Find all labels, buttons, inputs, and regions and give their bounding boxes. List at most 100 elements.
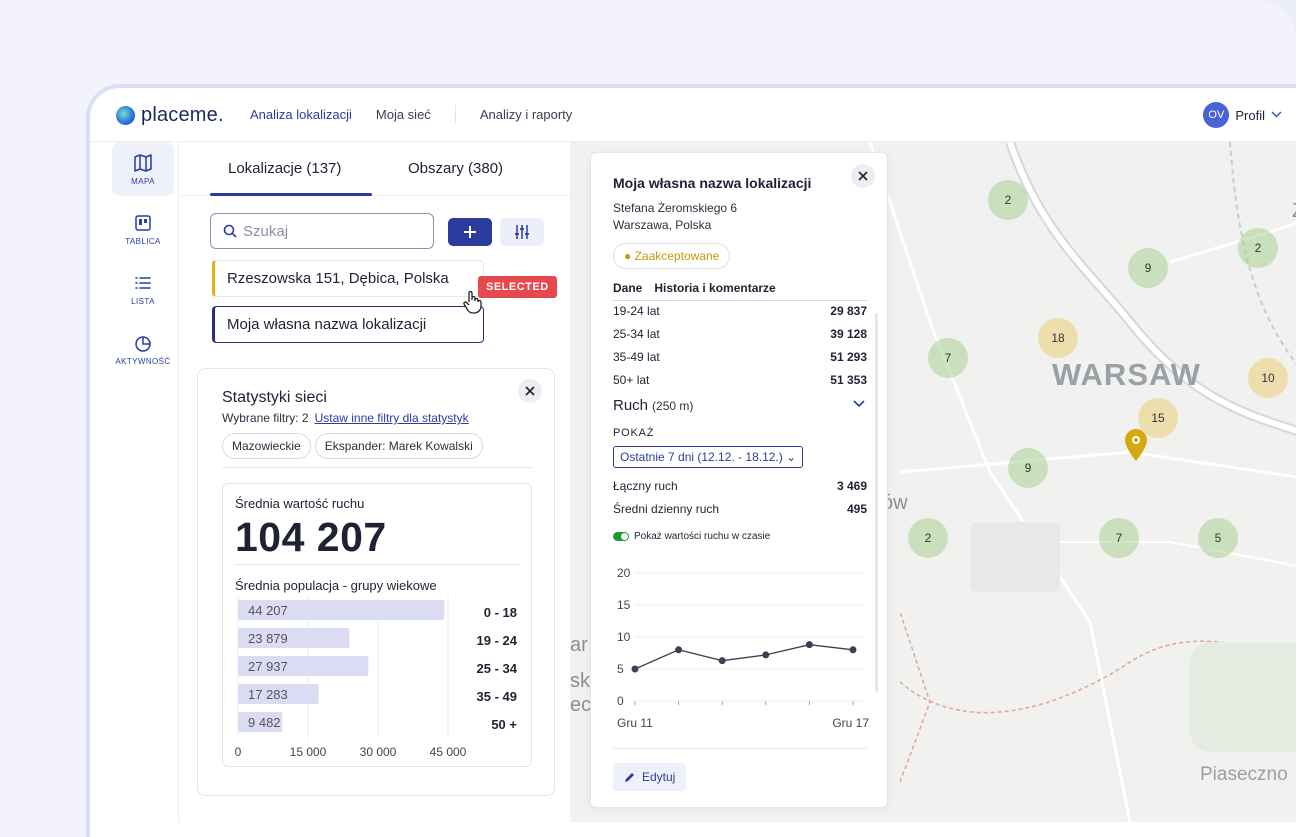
close-stats-button[interactable] [518,379,542,403]
location-item[interactable]: Moja własna nazwa lokalizacji [212,306,484,343]
logo[interactable]: placeme. [116,104,224,127]
traffic-series-line [634,644,854,670]
locations-panel: Lokalizacje (137) Obszary (380) Szukaj R… [180,142,570,822]
close-icon [525,386,535,396]
bar-value-label: 17 283 [248,687,288,702]
row-value: 3 469 [836,478,867,493]
toggle-switch[interactable] [613,532,629,541]
row-label: Łączny ruch [613,478,678,493]
rail-item-aktywnosc[interactable]: AKTYWNOŚĆ [112,322,174,376]
map-cluster[interactable]: 2 [908,518,948,558]
cluster-count: 15 [1151,411,1165,425]
bar-value-label: 44 207 [248,603,288,618]
map-pin-icon[interactable] [1124,428,1148,467]
age-row: 35-49 lat 51 293 [613,345,867,368]
edit-button[interactable]: Edytuj [613,763,687,791]
pencil-icon [625,773,634,782]
age-population-chart: 0 15 000 30 000 45 000 44 207 0 - 18 23 879 19 … [235,596,518,759]
y-tick-label: 0 [617,694,624,708]
category-label: 35 - 49 [477,689,517,704]
rail-item-lista[interactable]: LISTA [112,262,174,316]
left-rail: MAPA TABLICA LISTA AKTYWNOŚĆ [90,142,179,822]
age-row: 25-34 lat 39 128 [613,322,867,345]
x-tick-label: 0 [235,745,242,759]
map-cluster[interactable]: 2 [988,180,1028,220]
address-line: Stefana Żeromskiego 6 [613,201,738,215]
nav-moja-siec[interactable]: Moja sieć [375,107,431,122]
profile-menu[interactable]: OV Profil [1203,102,1282,128]
search-placeholder: Szukaj [243,222,289,240]
age-rows: 19-24 lat 29 837 25-34 lat 39 128 35-49 la… [613,299,867,391]
category-label: 0 - 18 [484,605,517,620]
show-label: POKAŻ [613,427,655,439]
filter-chip[interactable]: Ekspander: Marek Kowalski [314,433,483,459]
activity-icon [135,335,151,352]
tab-underline [210,193,372,196]
traffic-row: Średni dzienny ruch 495 [613,497,867,520]
row-label: 50+ lat [613,372,650,387]
period-value: Ostatnie 7 dni (12.12. - 18.12.) [620,450,783,464]
tab-obszary[interactable]: Obszary (380) [408,160,504,177]
rail-item-tablica[interactable]: TABLICA [112,202,174,256]
traffic-over-time-toggle[interactable]: Pokaż wartości ruchu w czasie [613,531,770,542]
nav-analiza-lokalizacji[interactable]: Analiza lokalizacji [250,107,352,122]
rail-label: LISTA [131,296,155,306]
map-town-label: ec [570,694,592,716]
bar-value-label: 27 937 [248,659,288,674]
close-detail-button[interactable] [851,164,875,188]
tab-historia[interactable]: Historia i komentarze [654,281,776,295]
map-city-label: WARSAW [1052,357,1201,392]
cluster-count: 18 [1051,331,1065,345]
cluster-count: 7 [1115,531,1123,545]
category-label: 50 + [491,717,517,732]
nav-analizy-i-raporty[interactable]: Analizy i raporty [479,107,573,122]
logo-text: placeme. [141,104,224,126]
map-cluster[interactable]: 7 [928,338,968,378]
row-value: 51 293 [830,349,867,364]
filter-button[interactable] [500,218,544,246]
map-cluster[interactable]: 18 [1038,318,1078,358]
population-label: Średnia populacja - grupy wiekowe [235,578,437,593]
map-cluster[interactable]: 2 [1238,228,1278,268]
traffic-section-title[interactable]: Ruch (250 m) [613,397,693,414]
data-point [805,641,813,649]
chevron-down-icon[interactable] [853,397,865,411]
x-tick-label: Gru 11 [617,716,653,730]
close-icon [858,171,868,181]
age-row: 19-24 lat 29 837 [613,299,867,322]
avatar: OV [1203,102,1230,128]
map-cluster[interactable]: 15 [1138,398,1178,438]
plus-icon [464,226,476,238]
sliders-icon [515,225,529,239]
search-input[interactable]: Szukaj [210,213,434,249]
y-tick-label: 20 [617,566,631,580]
category-label: 19 - 24 [477,633,518,648]
app-window: placeme. Analiza lokalizacji Moja sieć A… [86,84,1296,837]
row-label: 19-24 lat [613,303,660,318]
add-location-button[interactable] [448,218,492,246]
rail-item-mapa[interactable]: MAPA [112,142,174,196]
scrollbar[interactable] [875,313,878,693]
filter-chip[interactable]: Mazowieckie [222,433,311,459]
location-detail-panel: Moja własna nazwa lokalizacji Stefana Że… [590,152,888,808]
map-town-label: Zą [1292,200,1296,223]
set-filters-link[interactable]: Ustaw inne filtry dla statystyk [314,411,469,425]
hand-pointer-icon [462,290,484,320]
detail-tabs: Dane Historia i komentarze [613,281,776,295]
cluster-count: 5 [1214,531,1222,545]
map-town-label: ar [570,634,588,656]
map-cluster[interactable]: 9 [1128,248,1168,288]
tab-lokalizacje[interactable]: Lokalizacje (137) [228,160,342,177]
ruch-title: Ruch [613,397,649,414]
edit-label: Edytuj [642,770,676,784]
tab-dane[interactable]: Dane [613,281,643,295]
map-cluster[interactable]: 5 [1198,518,1238,558]
bar [238,628,350,648]
map-cluster[interactable]: 10 [1248,358,1288,398]
map-cluster[interactable]: 7 [1099,518,1139,558]
location-item[interactable]: Rzeszowska 151, Dębica, Polska [212,260,484,297]
map-cluster[interactable]: 9 [1008,448,1048,488]
period-select[interactable]: Ostatnie 7 dni (12.12. - 18.12.) ⌄ [613,446,804,468]
map-town-label: sk [570,670,590,692]
rail-label: MAPA [131,176,155,186]
